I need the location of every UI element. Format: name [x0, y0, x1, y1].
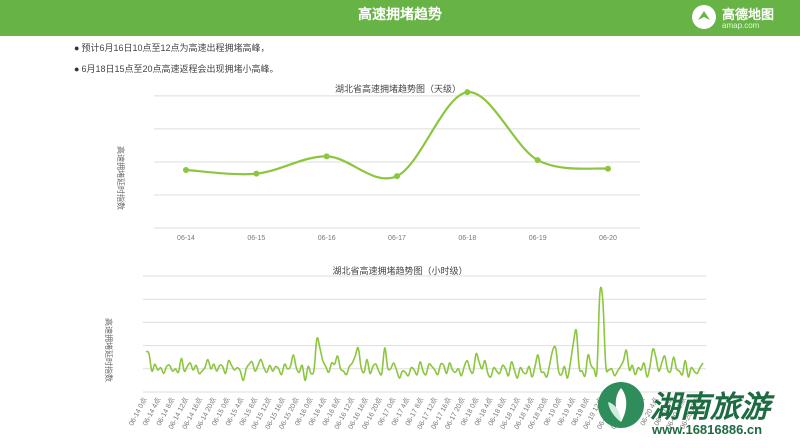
note-text: 6月18日15点至20点高速返程会出现拥堵小高峰。: [81, 64, 279, 74]
watermark: 湖南旅游 www.16816886.cn: [594, 378, 800, 448]
daily-data-point: [394, 173, 400, 180]
note-item: ● 预计6月16日10点至12点为高速出程拥堵高峰，: [74, 40, 674, 61]
daily-chart-title: 湖北省高速拥堵趋势图（天级）: [335, 83, 461, 94]
daily-data-point: [464, 89, 471, 96]
daily-data-point: [605, 165, 611, 172]
notes-list: ● 预计6月16日10点至12点为高速出程拥堵高峰， ● 6月18日15点至20点高…: [74, 40, 674, 82]
note-item: ● 6月18日15点至20点高速返程会出现拥堵小高峰。: [74, 61, 674, 82]
daily-series-line: [185, 91, 609, 180]
daily-data-point: [253, 170, 260, 177]
watermark-name: 湖南旅游: [650, 390, 770, 425]
hourly-chart-title: 湖北省高速拥堵趋势图（小时级）: [332, 265, 467, 276]
logo-domain: amap.com: [722, 21, 760, 30]
daily-x-tick-label: 06-16: [318, 235, 336, 242]
note-text: 预计6月16日10点至12点为高速出程拥堵高峰，: [81, 43, 270, 53]
daily-x-tick-label: 06-17: [388, 235, 406, 242]
daily-data-point: [534, 157, 541, 164]
bullet-icon: ●: [74, 43, 80, 53]
daily-y-axis-label: 高速拥堵延时指数: [116, 146, 126, 210]
daily-data-point: [183, 166, 189, 173]
daily-x-tick-label: 06-18: [458, 235, 476, 242]
watermark-logo-icon: [598, 382, 644, 428]
amap-logo: 高德地图 amap.com: [692, 3, 792, 33]
amap-logo-icon: [692, 5, 716, 29]
watermark-url: www.16816886.cn: [652, 422, 763, 437]
hourly-y-axis-label: 高速拥堵延时指数: [104, 318, 114, 382]
daily-x-tick-label: 06-15: [247, 235, 265, 242]
hourly-series-line: [145, 286, 704, 382]
daily-data-point: [323, 153, 330, 160]
daily-x-tick-label: 06-14: [177, 235, 195, 242]
logo-name: 高德地图: [722, 7, 775, 22]
daily-x-tick-label: 06-19: [529, 235, 547, 242]
header-bar: [0, 0, 800, 36]
page-title: 高速拥堵趋势: [358, 6, 442, 22]
daily-x-tick-label: 06-20: [599, 235, 617, 242]
bullet-icon: ●: [74, 64, 80, 74]
